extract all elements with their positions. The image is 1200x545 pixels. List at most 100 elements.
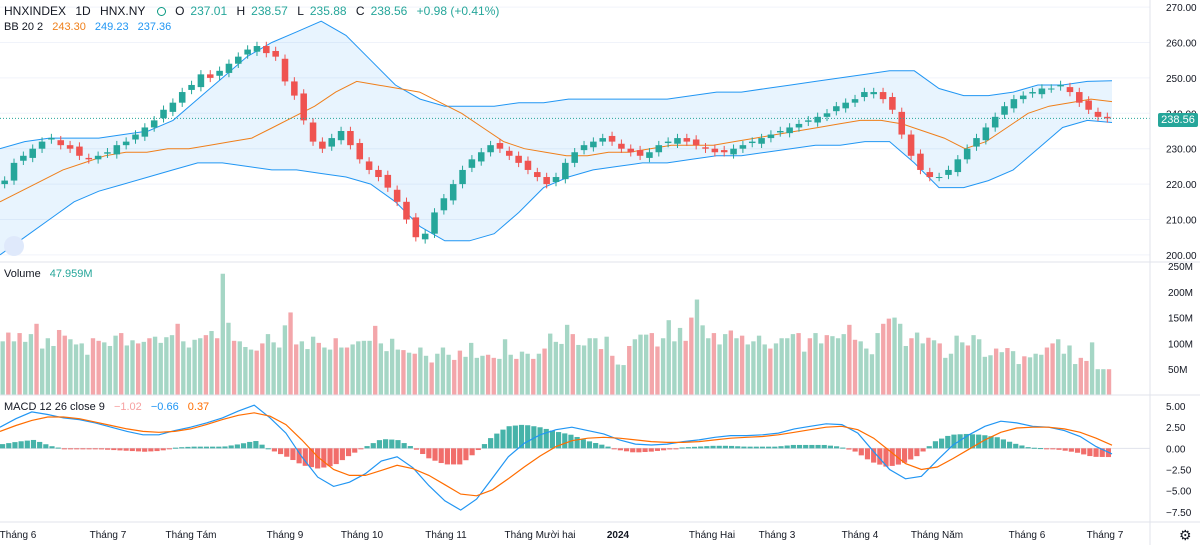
macd-histogram-bar bbox=[228, 445, 234, 449]
macd-histogram-bar bbox=[234, 444, 240, 449]
macd-histogram-bar bbox=[562, 433, 568, 449]
candle-body bbox=[655, 145, 663, 153]
bb-label[interactable]: BB 20 2 bbox=[4, 21, 44, 33]
macd-tick-label: −7.50 bbox=[1166, 508, 1192, 519]
volume-bar bbox=[316, 342, 321, 395]
macd-histogram-bar bbox=[642, 448, 648, 453]
market-status-icon bbox=[156, 7, 166, 17]
volume-bar bbox=[649, 333, 654, 395]
macd-histogram-bar bbox=[302, 448, 308, 466]
volume-legend[interactable]: Volume 47.959M bbox=[4, 268, 99, 280]
volume-bar bbox=[643, 334, 649, 395]
volume-bar bbox=[1061, 353, 1067, 395]
macd-histogram-bar bbox=[481, 444, 488, 449]
volume-bar bbox=[45, 338, 51, 395]
volume-bar bbox=[768, 348, 773, 395]
macd-signal-line bbox=[0, 412, 1113, 497]
volume-bar bbox=[593, 338, 598, 395]
time-tick-label: Tháng 6 bbox=[1009, 530, 1046, 541]
candle-body bbox=[216, 70, 223, 76]
volume-bar bbox=[23, 341, 28, 395]
volume-bar bbox=[610, 355, 615, 395]
candle-body bbox=[814, 116, 821, 123]
tradingview-logo-icon[interactable] bbox=[4, 236, 24, 256]
interval-label[interactable]: 1D bbox=[75, 4, 91, 18]
volume-bar bbox=[231, 340, 237, 395]
macd-histogram-bar bbox=[426, 448, 432, 459]
macd-histogram-bar bbox=[994, 437, 1000, 449]
candle-body bbox=[1085, 100, 1092, 110]
volume-bar bbox=[62, 335, 67, 395]
symbol-name[interactable]: HNXINDEX bbox=[4, 4, 67, 18]
volume-bar bbox=[384, 351, 389, 395]
macd-tick-label: 5.00 bbox=[1166, 402, 1186, 413]
macd-histogram-bar bbox=[222, 446, 228, 449]
candle-body bbox=[889, 97, 896, 110]
volume-bar bbox=[1101, 369, 1106, 395]
macd-histogram-bar bbox=[667, 448, 673, 450]
volume-bar bbox=[463, 356, 468, 395]
macd-histogram-bar bbox=[512, 425, 518, 449]
macd-histogram-bar bbox=[1081, 448, 1087, 455]
macd-tick-label: −5.00 bbox=[1166, 487, 1192, 498]
volume-bar bbox=[943, 357, 948, 395]
volume-bar bbox=[373, 325, 378, 395]
macd-histogram-bar bbox=[240, 443, 247, 449]
macd-histogram-bar bbox=[376, 440, 383, 449]
macd-histogram-bar bbox=[803, 444, 809, 449]
macd-histogram-bar bbox=[871, 448, 877, 463]
macd-histogram-bar bbox=[815, 444, 821, 449]
volume-bar bbox=[694, 299, 700, 395]
volume-bar bbox=[835, 338, 841, 395]
candle-body bbox=[141, 127, 149, 137]
candle-body bbox=[160, 109, 167, 119]
volume-bar bbox=[1089, 342, 1095, 395]
macd-histogram-bar bbox=[901, 448, 908, 463]
macd-histogram-bar bbox=[840, 447, 846, 449]
macd-histogram-bar bbox=[469, 448, 475, 456]
volume-bar bbox=[818, 343, 824, 395]
volume-bar bbox=[90, 338, 96, 395]
candle-body bbox=[477, 152, 485, 162]
volume-bar bbox=[339, 347, 344, 395]
volume-bar bbox=[248, 349, 254, 395]
gear-icon[interactable]: ⚙ bbox=[1179, 527, 1192, 543]
macd-histogram-bar bbox=[333, 448, 339, 465]
time-tick-label: Tháng 3 bbox=[759, 530, 796, 541]
macd-histogram-bar bbox=[135, 448, 142, 452]
macd-histogram-bar bbox=[1056, 448, 1062, 450]
volume-tick-label: 100M bbox=[1168, 339, 1193, 350]
candle-body bbox=[917, 153, 924, 170]
volume-bar bbox=[717, 344, 722, 395]
volume-bar bbox=[841, 334, 846, 395]
volume-bar bbox=[271, 342, 276, 395]
macd-label[interactable]: MACD 12 26 close 9 bbox=[4, 401, 105, 413]
bb-legend[interactable]: BB 20 2 243.30 249.23 237.36 bbox=[4, 21, 177, 33]
macd-histogram-bar bbox=[834, 446, 840, 449]
candle-body bbox=[281, 58, 289, 82]
macd-legend[interactable]: MACD 12 26 close 9 −1.02 −0.66 0.37 bbox=[4, 401, 215, 413]
macd-histogram-bar bbox=[1019, 445, 1025, 449]
macd-histogram-bar bbox=[636, 448, 642, 453]
macd-histogram-bar bbox=[278, 448, 284, 455]
volume-bar bbox=[491, 357, 496, 395]
volume-bar bbox=[954, 335, 959, 395]
macd-histogram-bar bbox=[117, 448, 123, 451]
volume-bar bbox=[181, 341, 186, 395]
volume-bar bbox=[299, 341, 305, 395]
macd-histogram-bar bbox=[247, 441, 253, 449]
volume-label[interactable]: Volume bbox=[4, 268, 41, 280]
candle-body bbox=[534, 172, 541, 178]
candle-body bbox=[347, 131, 354, 146]
candle-body bbox=[543, 177, 550, 185]
volume-bar bbox=[672, 341, 677, 395]
symbol-legend[interactable]: HNXINDEX 1D HNX.NY O 237.01 H 238.57 L 235.… bbox=[4, 4, 511, 18]
macd-histogram-bar bbox=[413, 448, 420, 450]
macd-histogram-bar bbox=[500, 429, 506, 449]
candle-body bbox=[935, 177, 943, 179]
volume-bar bbox=[389, 338, 395, 395]
macd-histogram-bar bbox=[80, 448, 86, 450]
macd-histogram-bar bbox=[475, 448, 481, 451]
macd-tick-label: −2.50 bbox=[1166, 466, 1192, 477]
